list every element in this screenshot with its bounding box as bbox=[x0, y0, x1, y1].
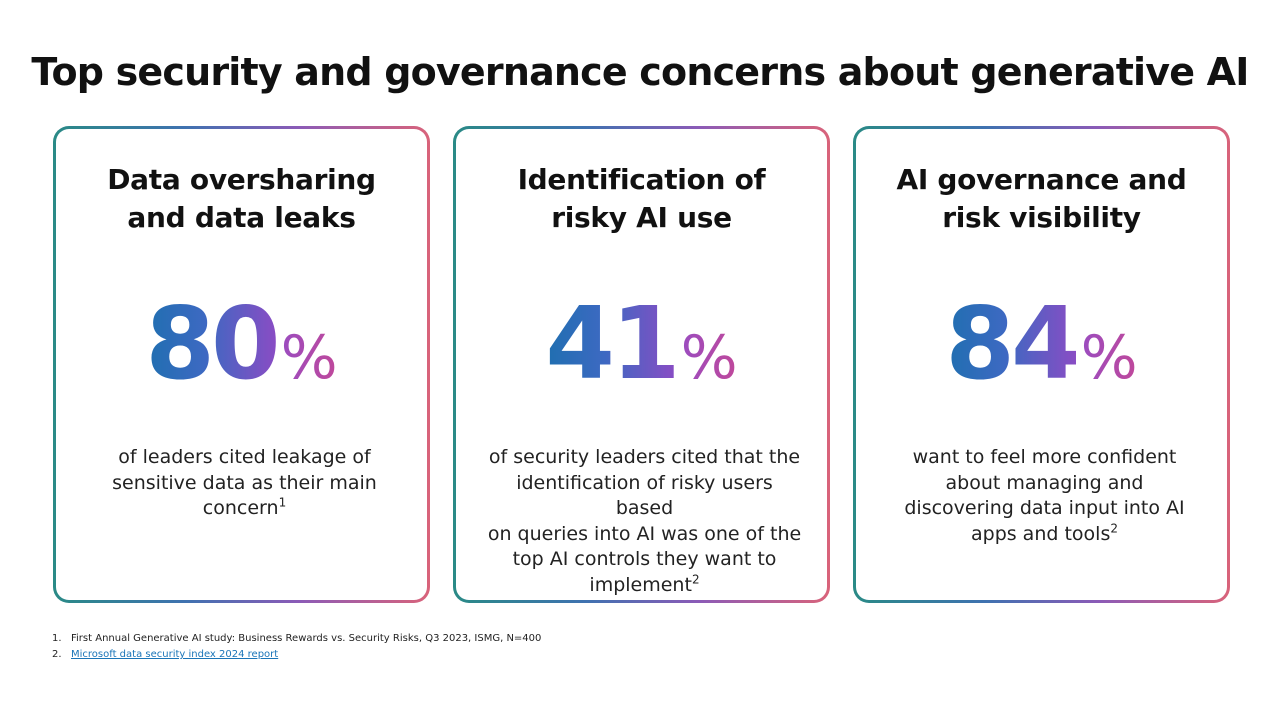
card-description: want to feel more confident about managi… bbox=[886, 445, 1203, 547]
footnote-reference: 2 bbox=[691, 572, 700, 587]
stat-number: 41 bbox=[545, 285, 680, 402]
card-heading: Identification of risky AI use bbox=[456, 161, 827, 237]
stat-figure: 80% bbox=[56, 289, 427, 428]
footnote-reference: 1 bbox=[278, 495, 287, 510]
stat-figure: 41% bbox=[456, 289, 827, 428]
footnote-link[interactable]: Microsoft data security index 2024 repor… bbox=[71, 649, 279, 660]
card-description: of security leaders cited that the ident… bbox=[486, 445, 803, 599]
description-line: sensitive data as their main bbox=[112, 471, 377, 494]
card-heading-line: Data oversharing bbox=[107, 163, 376, 196]
stat-cards: Data oversharing and data leaks 80% of l… bbox=[53, 126, 1230, 603]
footnote-number: 1. bbox=[52, 633, 62, 644]
description-line: about managing and bbox=[945, 471, 1144, 494]
description-line: on queries into AI was one of the bbox=[487, 522, 802, 545]
description-line: of security leaders cited that the bbox=[488, 446, 801, 468]
stat-card-ai-governance: AI governance and risk visibility 84% wa… bbox=[853, 126, 1230, 603]
description-line: concern bbox=[202, 497, 279, 520]
card-heading-line: Identification of bbox=[517, 163, 766, 196]
card-heading-line: and data leaks bbox=[127, 201, 356, 234]
stat-percent-sign: % bbox=[1080, 323, 1138, 393]
footnote-reference: 2 bbox=[1110, 521, 1118, 536]
description-line: top AI controls they want to bbox=[512, 548, 777, 571]
stat-figure: 84% bbox=[856, 289, 1227, 428]
card-description: of leaders cited leakage of sensitive da… bbox=[86, 445, 403, 522]
description-line: apps and tools bbox=[970, 522, 1111, 545]
footnote-number: 2. bbox=[52, 649, 62, 660]
stat-number: 80 bbox=[145, 285, 280, 402]
card-heading-line: risk visibility bbox=[942, 201, 1141, 234]
description-line: discovering data input into AI bbox=[904, 497, 1185, 520]
description-line: identification of risky users based bbox=[516, 471, 773, 520]
footnote-item: 1. First Annual Generative AI study: Bus… bbox=[52, 631, 541, 647]
footnote-item: 2. Microsoft data security index 2024 re… bbox=[52, 647, 541, 663]
card-heading: AI governance and risk visibility bbox=[856, 161, 1227, 237]
slide-title: Top security and governance concerns abo… bbox=[31, 50, 1249, 94]
footnotes: 1. First Annual Generative AI study: Bus… bbox=[52, 631, 541, 663]
stat-card-data-oversharing: Data oversharing and data leaks 80% of l… bbox=[53, 126, 430, 603]
stat-number: 84 bbox=[945, 285, 1080, 402]
stat-percent-sign: % bbox=[280, 323, 338, 393]
card-heading-line: AI governance and bbox=[896, 163, 1187, 196]
description-line: want to feel more confident bbox=[912, 446, 1177, 468]
footnote-text: First Annual Generative AI study: Busine… bbox=[71, 633, 542, 644]
stat-card-risky-ai-use: Identification of risky AI use 41% of se… bbox=[453, 126, 830, 603]
description-line: implement bbox=[589, 573, 692, 596]
card-heading-line: risky AI use bbox=[551, 201, 732, 234]
card-heading: Data oversharing and data leaks bbox=[56, 161, 427, 237]
description-line: of leaders cited leakage of bbox=[118, 446, 371, 468]
stat-percent-sign: % bbox=[680, 323, 738, 393]
